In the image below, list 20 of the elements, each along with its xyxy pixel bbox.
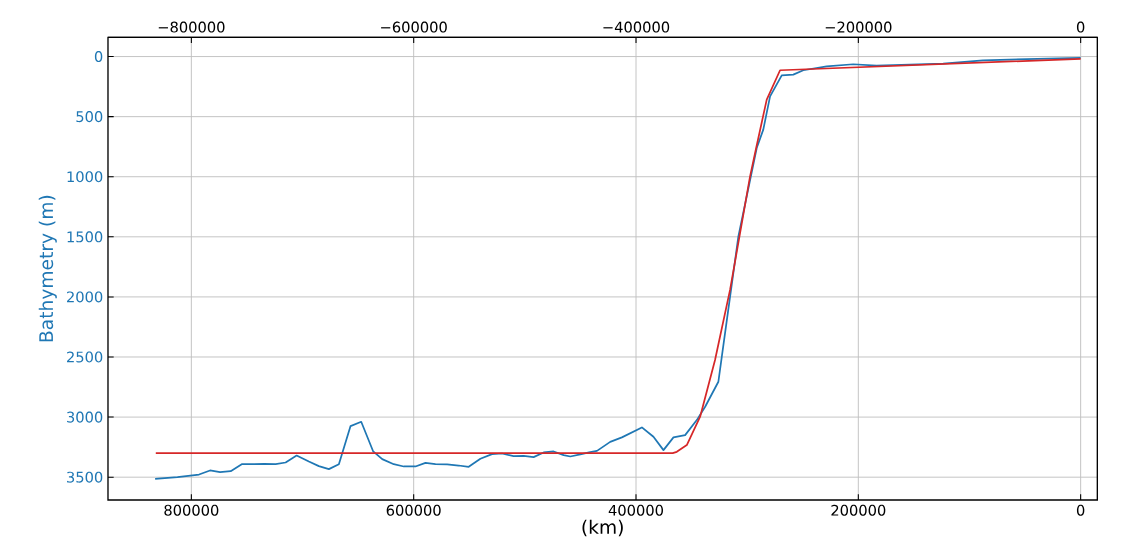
x-tick-label: 600000: [386, 504, 441, 516]
y-tick-label: 500: [76, 111, 103, 123]
x2-tick-label: −200000: [825, 21, 892, 33]
x-tick-label: 400000: [608, 504, 663, 516]
y-tick-label: 2500: [67, 351, 103, 363]
x2-tick-label: −600000: [381, 21, 447, 33]
y-tick-label: 1000: [67, 171, 103, 183]
x-tick-label: 200000: [831, 504, 886, 516]
x-tick-label: 800000: [164, 504, 219, 516]
x2-tick-label: 0: [1076, 21, 1085, 33]
y-tick-label: 1500: [67, 231, 103, 243]
y-axis-title: Bathymetry (m): [38, 195, 57, 342]
x-axis-title: (km): [582, 519, 623, 537]
x2-tick-label: −400000: [603, 21, 670, 33]
y-tick-label: 0: [94, 51, 103, 63]
x-tick-label: 0: [1076, 504, 1085, 516]
y-tick-label: 2000: [67, 291, 103, 303]
x2-tick-label: −800000: [158, 21, 225, 33]
y-tick-label: 3000: [67, 411, 103, 423]
y-tick-label: 3500: [67, 471, 103, 483]
